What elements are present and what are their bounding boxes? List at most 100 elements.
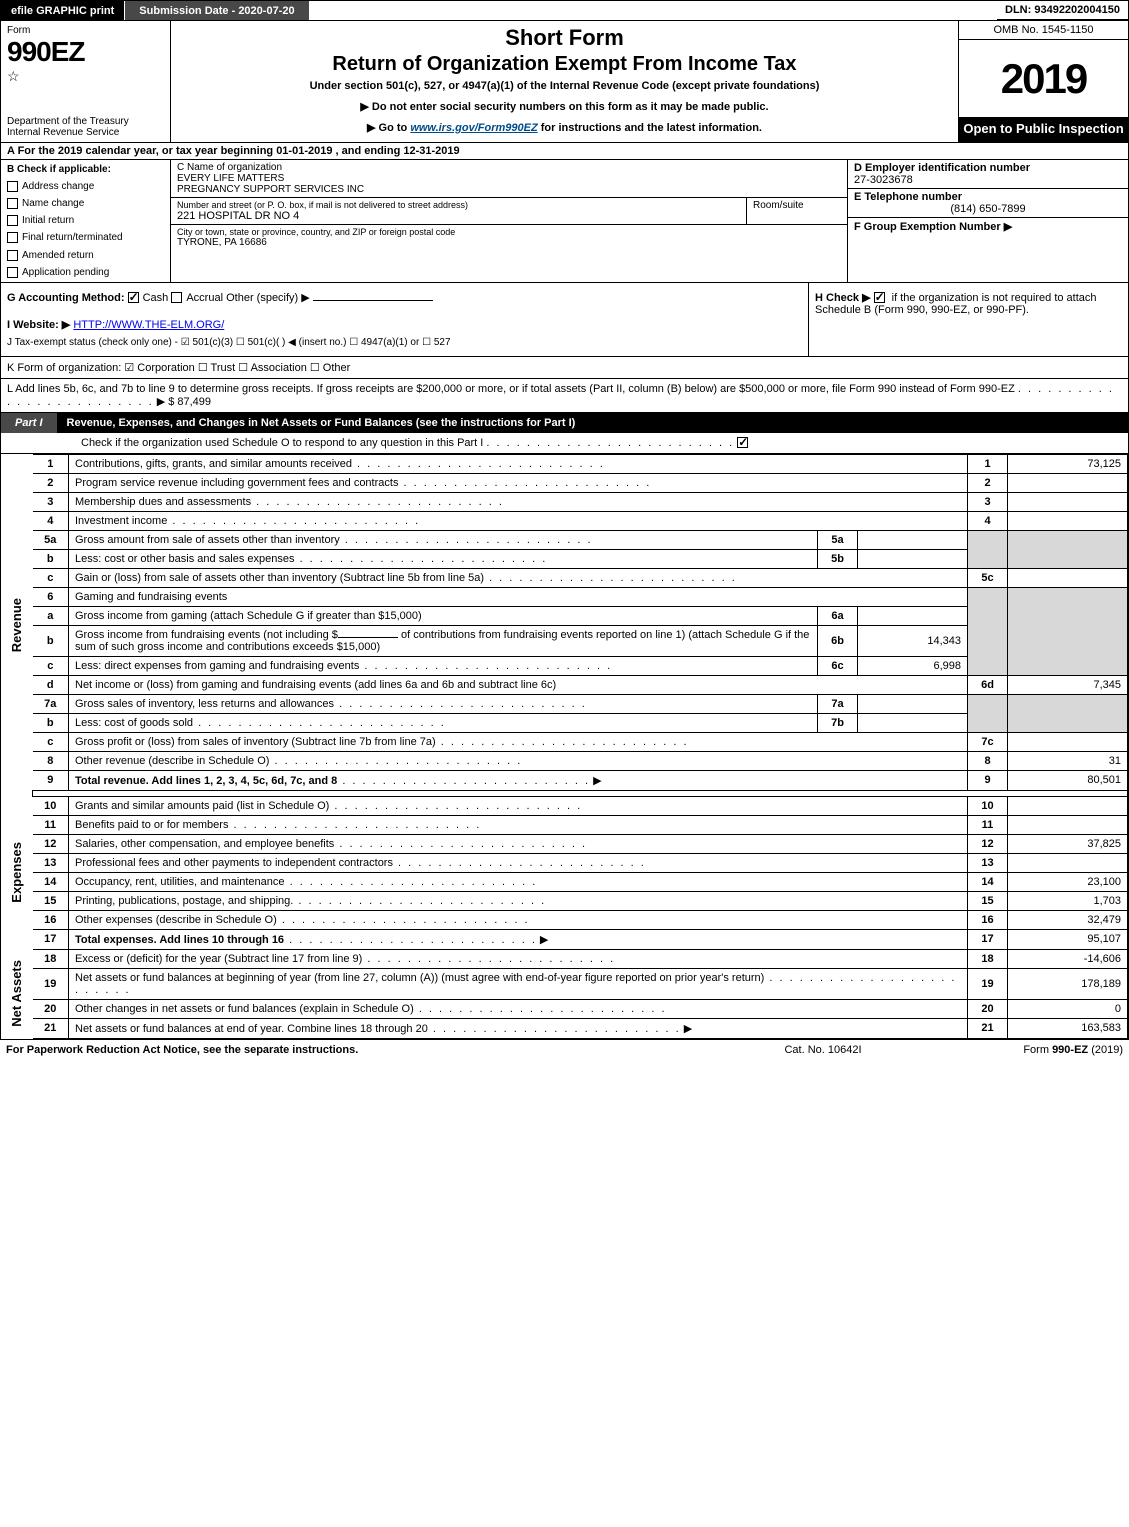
line-5a-desc: Gross amount from sale of assets other t…: [75, 534, 340, 546]
line-12-amt: 37,825: [1008, 834, 1128, 853]
line-7b-sub: 7b: [818, 713, 858, 732]
line-16-desc: Other expenses (describe in Schedule O): [75, 914, 277, 926]
irs-link[interactable]: www.irs.gov/Form990EZ: [410, 122, 537, 134]
final-return-checkbox[interactable]: [7, 232, 18, 243]
revenue-side-label: Revenue: [7, 596, 26, 654]
dln-label: DLN: 93492202004150: [997, 1, 1128, 20]
part1-note: Check if the organization used Schedule …: [1, 433, 1128, 454]
accrual-label: Accrual: [186, 292, 223, 304]
final-return-label: Final return/terminated: [22, 233, 123, 244]
line-5c-desc: Gain or (loss) from sale of assets other…: [75, 572, 484, 584]
name-change-checkbox[interactable]: [7, 198, 18, 209]
line-6b-sub: 6b: [818, 625, 858, 656]
line-15-desc: Printing, publications, postage, and shi…: [75, 895, 293, 907]
amended-return-label: Amended return: [22, 250, 94, 261]
line-6a-desc: Gross income from gaming (attach Schedul…: [75, 610, 422, 622]
ein-value: 27-3023678: [854, 174, 913, 186]
line-11-amt: [1008, 815, 1128, 834]
line-21-amt: 163,583: [1008, 1018, 1128, 1038]
line-21-desc: Net assets or fund balances at end of ye…: [75, 1023, 428, 1035]
line-6b-num: b: [33, 625, 69, 656]
line-21-box: 21: [968, 1018, 1008, 1038]
line-6d-amt: 7,345: [1008, 675, 1128, 694]
line-12-box: 12: [968, 834, 1008, 853]
line-9-desc: Total revenue. Add lines 1, 2, 3, 4, 5c,…: [75, 775, 337, 787]
line-7a-num: 7a: [33, 694, 69, 713]
part1-label: Part I: [1, 413, 57, 433]
line-19-desc: Net assets or fund balances at beginning…: [75, 972, 764, 984]
addr-label: Number and street (or P. O. box, if mail…: [177, 200, 740, 210]
line-7b-subamt: [858, 713, 968, 732]
line-19-num: 19: [33, 968, 69, 999]
block-b-label: B Check if applicable:: [7, 164, 164, 175]
line-8-box: 8: [968, 751, 1008, 770]
line-11-num: 11: [33, 815, 69, 834]
org-name-1: EVERY LIFE MATTERS: [177, 173, 841, 184]
row-l: L Add lines 5b, 6c, and 7b to line 9 to …: [1, 379, 1128, 413]
line-2-num: 2: [33, 473, 69, 492]
line-11-desc: Benefits paid to or for members: [75, 819, 228, 831]
line-8-amt: 31: [1008, 751, 1128, 770]
name-change-label: Name change: [22, 198, 84, 209]
line-7c-amt: [1008, 732, 1128, 751]
line-10-box: 10: [968, 796, 1008, 815]
phone-value: (814) 650-7899: [854, 203, 1122, 215]
line-6a-sub: 6a: [818, 606, 858, 625]
row-j: J Tax-exempt status (check only one) - ☑…: [7, 337, 802, 348]
expenses-side-label: Expenses: [7, 840, 26, 905]
app-pending-checkbox[interactable]: [7, 267, 18, 278]
line-7c-box: 7c: [968, 732, 1008, 751]
org-name-2: PREGNANCY SUPPORT SERVICES INC: [177, 184, 841, 195]
accounting-method-label: G Accounting Method:: [7, 292, 125, 304]
form-title: Return of Organization Exempt From Incom…: [181, 53, 948, 76]
accrual-checkbox[interactable]: [171, 292, 182, 303]
line-1-desc: Contributions, gifts, grants, and simila…: [75, 458, 352, 470]
line-2-amt: [1008, 473, 1128, 492]
website-link[interactable]: HTTP://WWW.THE-ELM.ORG/: [73, 319, 224, 331]
line-7c-desc: Gross profit or (loss) from sales of inv…: [75, 736, 436, 748]
line-17-desc: Total expenses. Add lines 10 through 16: [75, 934, 284, 946]
line-20-box: 20: [968, 999, 1008, 1018]
line-1-box: 1: [968, 454, 1008, 473]
ssn-note: ▶ Do not enter social security numbers o…: [181, 100, 948, 113]
line-5b-desc: Less: cost or other basis and sales expe…: [75, 553, 295, 565]
initial-return-checkbox[interactable]: [7, 215, 18, 226]
line-5c-amt: [1008, 568, 1128, 587]
scheduleb-checkbox[interactable]: [874, 292, 885, 303]
schedule-o-checkbox[interactable]: [737, 437, 748, 448]
line-2-desc: Program service revenue including govern…: [75, 477, 398, 489]
phone-label: E Telephone number: [854, 191, 962, 203]
cash-checkbox[interactable]: [128, 292, 139, 303]
website-label: I Website: ▶: [7, 319, 70, 331]
line-9-box: 9: [968, 770, 1008, 790]
line-18-desc: Excess or (deficit) for the year (Subtra…: [75, 953, 362, 965]
line-15-amt: 1,703: [1008, 891, 1128, 910]
line-17-box: 17: [968, 929, 1008, 949]
addr-change-checkbox[interactable]: [7, 181, 18, 192]
line-18-num: 18: [33, 949, 69, 968]
amended-return-checkbox[interactable]: [7, 250, 18, 261]
line-7a-desc: Gross sales of inventory, less returns a…: [75, 698, 334, 710]
block-b: B Check if applicable: Address change Na…: [1, 160, 171, 282]
city-label: City or town, state or province, country…: [177, 227, 841, 237]
line-4-desc: Investment income: [75, 515, 167, 527]
line-5a-subamt: [858, 530, 968, 549]
line-a: A For the 2019 calendar year, or tax yea…: [1, 143, 1128, 160]
line-7a-subamt: [858, 694, 968, 713]
line-7b-num: b: [33, 713, 69, 732]
line-13-amt: [1008, 853, 1128, 872]
netassets-side-label: Net Assets: [7, 958, 26, 1029]
line-5b-sub: 5b: [818, 549, 858, 568]
row-k: K Form of organization: ☑ Corporation ☐ …: [1, 357, 1128, 379]
line-6-desc: Gaming and fundraising events: [75, 591, 227, 603]
line-9-amt: 80,501: [1008, 770, 1128, 790]
line-6b-subamt: 14,343: [858, 625, 968, 656]
other-method-label: Other (specify) ▶: [226, 292, 310, 304]
line-1-amt: 73,125: [1008, 454, 1128, 473]
efile-print-button[interactable]: efile GRAPHIC print: [1, 1, 125, 20]
part1-header: Part I Revenue, Expenses, and Changes in…: [1, 413, 1128, 433]
line-14-desc: Occupancy, rent, utilities, and maintena…: [75, 876, 285, 888]
line-8-desc: Other revenue (describe in Schedule O): [75, 755, 269, 767]
org-name-label: C Name of organization: [177, 162, 841, 173]
line-6-num: 6: [33, 587, 69, 606]
